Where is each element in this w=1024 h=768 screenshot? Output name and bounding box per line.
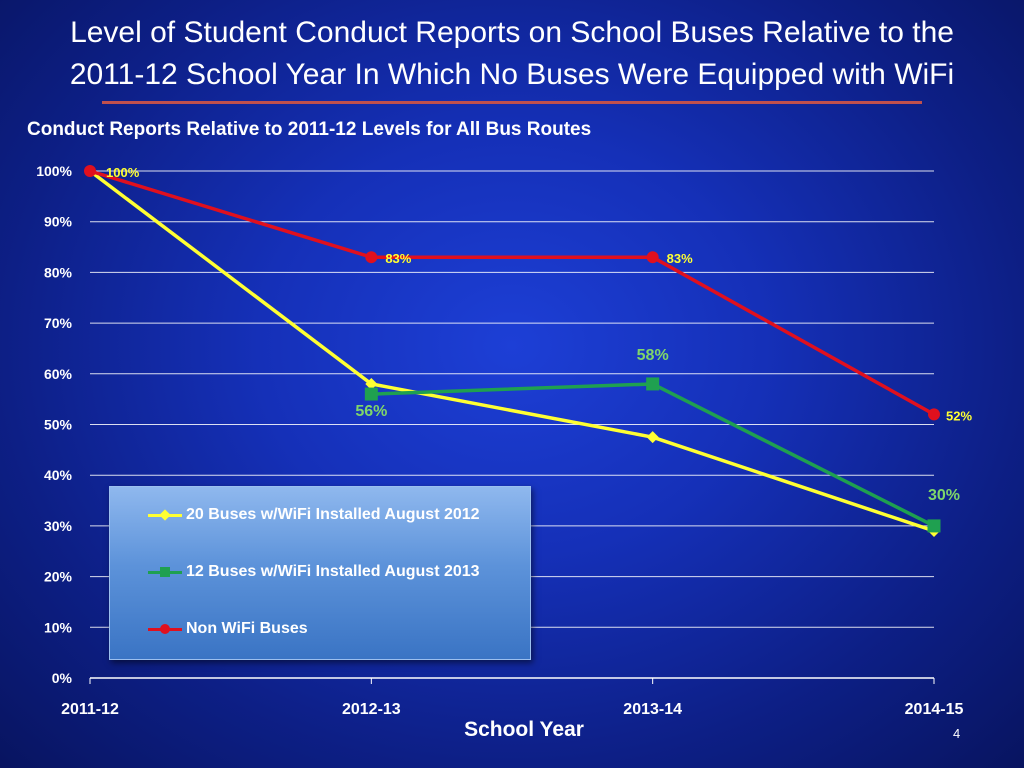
page-number: 4 — [953, 726, 961, 741]
y-tick-label: 30% — [44, 518, 73, 534]
x-tick-label: 2014-15 — [905, 701, 964, 718]
data-label: 83% — [667, 251, 693, 266]
chart-title: Conduct Reports Relative to 2011-12 Leve… — [27, 119, 592, 140]
y-tick-label: 60% — [44, 366, 73, 382]
y-tick-label: 10% — [44, 619, 73, 635]
data-label: 100% — [106, 165, 140, 180]
legend-swatch-circle — [148, 622, 182, 636]
y-tick-label: 90% — [44, 214, 73, 230]
data-point-diamond — [365, 377, 378, 390]
x-axis-title: School Year — [464, 718, 584, 741]
y-tick-label: 0% — [52, 670, 73, 686]
data-label: 58% — [637, 347, 669, 364]
y-tick-label: 80% — [44, 264, 73, 280]
data-label: 83% — [385, 251, 411, 266]
series-line-2 — [89, 169, 935, 416]
y-tick-label: 40% — [44, 467, 73, 483]
chart-legend: 20 Buses w/WiFi Installed August 2012 12… — [109, 486, 531, 660]
data-point-diamond — [646, 431, 659, 444]
legend-item-12-buses: 12 Buses w/WiFi Installed August 2013 — [148, 561, 480, 583]
data-point-circle — [646, 251, 659, 264]
y-tick-label: 100% — [36, 163, 72, 179]
data-point-square — [646, 377, 660, 391]
legend-item-non-wifi: Non WiFi Buses — [148, 618, 308, 640]
data-point-circle — [928, 408, 940, 421]
slide-title-line2: 2011-12 School Year In Which No Buses We… — [69, 58, 955, 91]
slide-title: Level of Student Conduct Reports on Scho… — [0, 12, 1024, 96]
legend-label: 12 Buses w/WiFi Installed August 2013 — [186, 563, 480, 580]
x-tick-label: 2013-14 — [623, 701, 682, 718]
title-underline — [102, 101, 922, 104]
legend-label: 20 Buses w/WiFi Installed August 2012 — [186, 506, 480, 523]
data-label: 52% — [946, 408, 972, 423]
x-tick-label: 2012-13 — [342, 701, 401, 718]
y-tick-label: 70% — [44, 315, 73, 331]
y-tick-label: 50% — [44, 417, 73, 433]
data-label: 30% — [928, 487, 960, 504]
data-point-circle — [84, 165, 96, 177]
legend-swatch-square — [148, 565, 182, 579]
legend-item-20-buses: 20 Buses w/WiFi Installed August 2012 — [148, 504, 480, 526]
series-line-0 — [88, 169, 935, 533]
x-tick-label: 2011-12 — [61, 701, 119, 718]
data-point-circle — [365, 251, 378, 264]
data-label: 56% — [355, 403, 387, 420]
slide-title-line1: Level of Student Conduct Reports on Scho… — [70, 16, 954, 49]
data-point-square — [364, 387, 378, 401]
legend-swatch-diamond — [148, 508, 182, 522]
y-tick-label: 20% — [44, 569, 73, 585]
legend-label: Non WiFi Buses — [186, 620, 308, 637]
data-point-square — [927, 519, 941, 533]
